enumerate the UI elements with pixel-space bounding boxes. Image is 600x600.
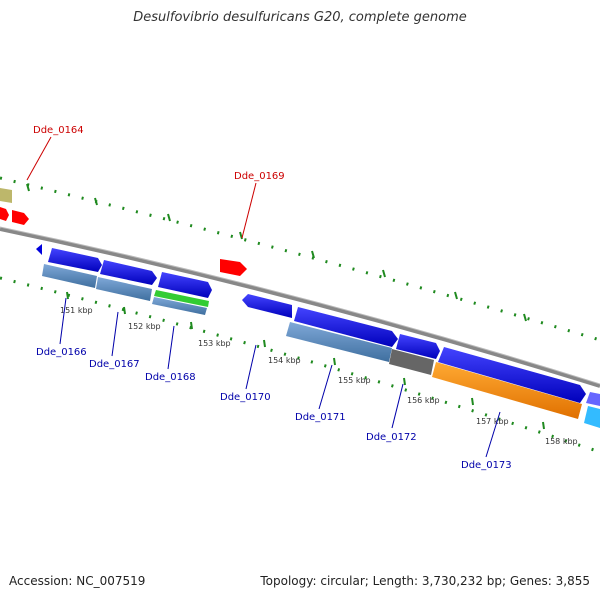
- gene-khaki-partial: [0, 188, 12, 203]
- feature-steel-0167: [96, 277, 152, 301]
- feature-steel-0166: [42, 264, 97, 288]
- feature-steel-0168: [152, 297, 207, 315]
- feature-green-0168: [154, 290, 209, 307]
- gene-label-dde-0172[interactable]: Dde_0172: [366, 432, 417, 443]
- feature-gray-0172: [389, 349, 434, 375]
- callout-lines: [26, 136, 501, 458]
- gene-red-dde-0169: [220, 259, 247, 276]
- gene-label-dde-0173[interactable]: Dde_0173: [461, 460, 512, 471]
- scale-label-151: 151 kbp: [60, 306, 93, 315]
- accession-text: Accession: NC_007519: [9, 574, 146, 588]
- gene-label-dde-0167[interactable]: Dde_0167: [89, 359, 140, 370]
- topology-summary: Topology: circular; Length: 3,730,232 bp…: [260, 574, 590, 588]
- genome-backbone: [0, 227, 600, 388]
- gene-blue-0166: [48, 248, 102, 272]
- gene-blue-0168: [158, 272, 212, 298]
- scale-label-154: 154 kbp: [268, 356, 301, 365]
- feature-cyan-partial: [584, 406, 600, 428]
- map-title: Desulfovibrio desulfuricans G20, complet…: [133, 10, 467, 25]
- gene-label-dde-0169[interactable]: Dde_0169: [234, 171, 285, 182]
- feature-orange-0173: [432, 362, 582, 419]
- gene-blue-0171: [294, 307, 398, 347]
- gene-blue-0170: [242, 294, 292, 318]
- gene-blue-0173: [438, 347, 586, 403]
- gene-label-dde-0164[interactable]: Dde_0164: [33, 125, 84, 136]
- scale-label-155: 155 kbp: [338, 376, 371, 385]
- gene-label-dde-0168[interactable]: Dde_0168: [145, 372, 196, 383]
- feature-steel-0171: [286, 322, 392, 362]
- gene-blue-0172: [396, 334, 440, 359]
- scale-label-153: 153 kbp: [198, 339, 231, 348]
- gene-blue-small: [36, 244, 42, 255]
- scale-label-157: 157 kbp: [476, 417, 509, 426]
- scale-label-158: 158 kbp: [545, 437, 578, 446]
- outer-dotted-track: [0, 176, 600, 342]
- gene-red-partial: [0, 207, 9, 221]
- gene-label-dde-0170[interactable]: Dde_0170: [220, 392, 271, 403]
- outer-major-ticks: [26, 183, 527, 322]
- gene-label-dde-0166[interactable]: Dde_0166: [36, 347, 87, 358]
- gene-blue-0167: [100, 260, 157, 285]
- gene-lightblue-partial: [586, 392, 600, 406]
- gene-label-dde-0171[interactable]: Dde_0171: [295, 412, 346, 423]
- gene-red-dde-0164: [12, 210, 29, 225]
- inner-major-ticks: [66, 291, 545, 430]
- scale-label-152: 152 kbp: [128, 322, 161, 331]
- scale-label-156: 156 kbp: [407, 396, 440, 405]
